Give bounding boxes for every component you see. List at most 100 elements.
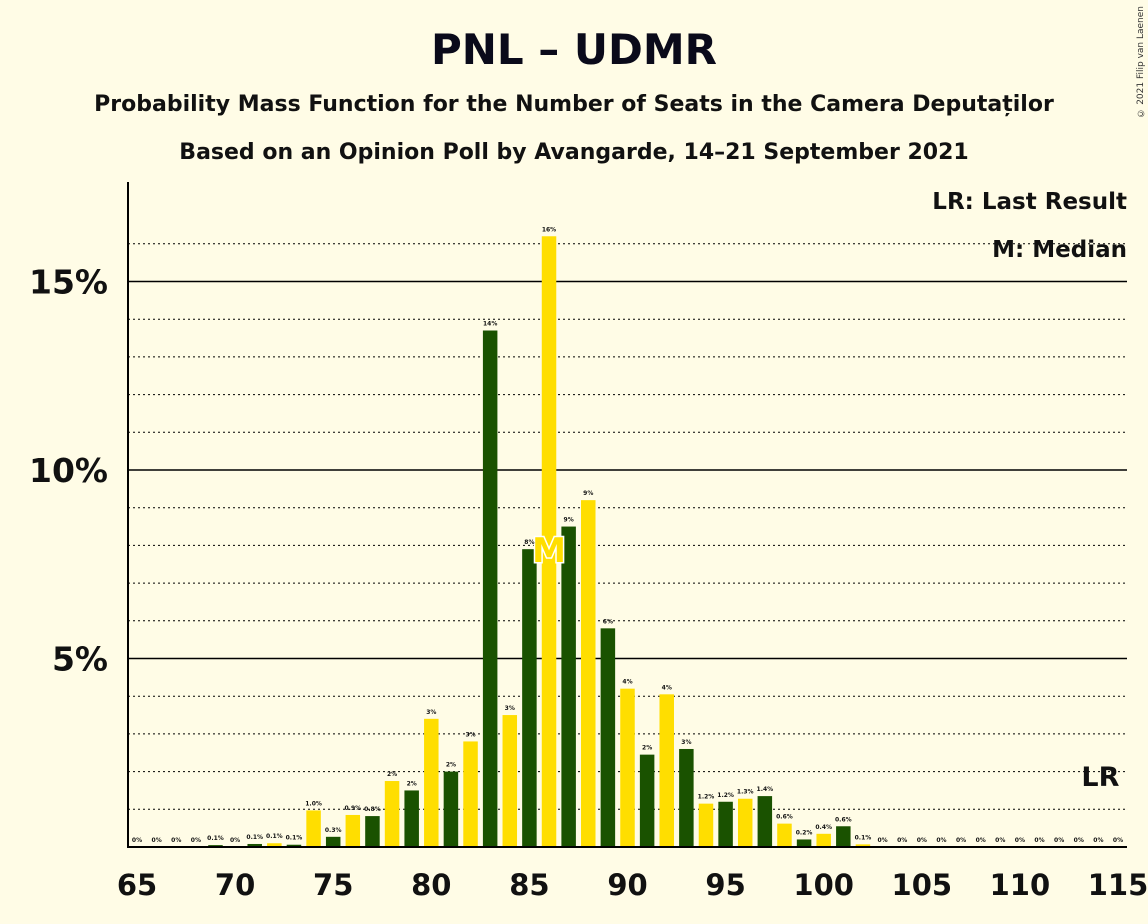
median-marker-halo: M [532,531,566,571]
bar-label-seat-104: 0% [897,837,907,844]
bar-label-seat-112: 0% [1054,837,1064,844]
bar-label-seat-90: 4% [622,679,632,686]
bar-label-seat-82: 3% [465,731,475,738]
bar-label-seat-71: 0.1% [246,834,263,841]
bar-label-seat-92: 4% [662,684,672,691]
bar-seat-74 [306,810,321,847]
bar-seat-82 [463,741,478,847]
bar-seat-80 [424,718,439,847]
bar-seat-84 [502,715,518,847]
bar-label-seat-96: 1.3% [737,789,754,796]
bar-label-seat-76: 0.9% [344,805,361,812]
last-result-marker: LR [1081,762,1119,793]
x-tick-label: 80 [411,868,451,902]
bar-label-seat-65: 0% [132,837,142,844]
axes-group: 5% 10% 15% 65 70 75 80 85 90 95 100 105 110 115 [29,182,1148,902]
bar-label-seat-81: 2% [446,762,456,769]
bar-seat-88 [581,500,596,847]
bar-label-seat-91: 2% [642,745,652,752]
x-tick-label: 85 [509,868,549,902]
bar-seat-72 [267,843,282,847]
bar-seat-87 [561,526,576,847]
bar-seat-91 [639,754,655,847]
bar-seat-71 [247,843,262,847]
bar-label-seat-84: 3% [505,705,515,712]
bar-seat-85 [522,549,537,847]
grid-lines [128,243,1127,810]
bar-seat-101 [836,826,851,847]
bar-label-seat-85: 8% [524,539,534,546]
bar-label-seat-88: 9% [583,490,593,497]
chart-source: Based on an Opinion Poll by Avangarde, 1… [179,140,969,165]
bar-label-seat-105: 0% [917,837,927,844]
bar-label-seat-99: 0.2% [796,829,813,836]
bar-label-seat-97: 1.4% [757,786,774,793]
bar-label-seat-89: 6% [603,618,613,625]
bar-seat-81 [443,771,459,847]
bar-seat-102 [855,844,871,847]
chart-subtitle: Probability Mass Function for the Number… [94,92,1054,117]
bar-seat-100 [816,833,831,847]
bar-seat-98 [777,823,792,847]
bar-seat-75 [325,836,341,847]
bar-label-seat-93: 3% [681,739,691,746]
legend-median: M: Median [992,237,1127,263]
bar-seat-90 [620,688,635,847]
bar-label-seat-108: 0% [976,837,986,844]
bar-label-seat-66: 0% [152,837,162,844]
bar-label-seat-80: 3% [426,709,436,716]
x-tick-label: 110 [990,868,1051,902]
bar-label-seat-70: 0% [230,837,240,844]
x-tick-label: 70 [215,868,255,902]
bar-seat-83 [482,330,498,847]
bar-labels-group: 0% 0% 0% 0% 0.1% 0% 0.1% 0.1% 0.1%1.0%0.3%0.9% 0.… [132,226,1123,844]
bar-label-seat-83: 14% [483,321,497,328]
bar-seat-79 [404,790,419,847]
bar-label-seat-103: 0% [877,837,887,844]
bar-seat-96 [737,798,753,847]
bar-seat-92 [659,694,674,847]
y-tick-label: 5% [52,640,108,679]
bar-label-seat-109: 0% [995,837,1005,844]
bar-label-seat-77: 0.8% [364,806,381,813]
bar-label-seat-86: 16% [542,226,556,233]
bar-label-seat-106: 0% [936,837,946,844]
x-tick-label: 65 [117,868,157,902]
bar-seat-73 [286,844,302,847]
y-tick-label: 10% [29,451,108,490]
y-tick-label: 15% [29,263,108,302]
bar-seat-77 [365,816,380,847]
bar-seat-99 [796,839,812,847]
legend-last-result: LR: Last Result [932,189,1127,215]
x-tick-label: 75 [313,868,353,902]
bar-label-seat-95: 1.2% [717,792,734,799]
bar-label-seat-111: 0% [1034,837,1044,844]
bar-label-seat-73: 0.1% [286,835,303,842]
x-tick-label: 100 [793,868,854,902]
bar-label-seat-69: 0.1% [207,835,224,842]
x-tick-label: 90 [607,868,647,902]
bar-label-seat-114: 0% [1093,837,1103,844]
bar-label-seat-72: 0.1% [266,833,283,840]
bar-seat-76 [345,814,361,847]
bar-label-seat-79: 2% [407,780,417,787]
bar-label-seat-113: 0% [1074,837,1084,844]
bar-seat-95 [718,801,733,847]
bar-label-seat-115: 0% [1113,837,1123,844]
x-tick-label: 115 [1088,868,1148,902]
bar-seat-89 [600,628,616,847]
bar-label-seat-74: 1.0% [305,800,322,807]
bar-label-seat-102: 0.1% [855,834,872,841]
chart-title: PNL – UDMR [430,25,718,74]
bar-label-seat-67: 0% [171,837,181,844]
x-tick-label: 95 [705,868,745,902]
bar-label-seat-107: 0% [956,837,966,844]
bar-seat-97 [757,796,773,847]
bar-label-seat-101: 0.6% [835,816,852,823]
bar-seat-93 [679,748,694,847]
bar-label-seat-78: 2% [387,771,397,778]
bars-group: MM [208,236,871,847]
bar-label-seat-98: 0.6% [776,814,793,821]
x-tick-label: 105 [892,868,953,902]
bar-seat-78 [384,781,400,847]
